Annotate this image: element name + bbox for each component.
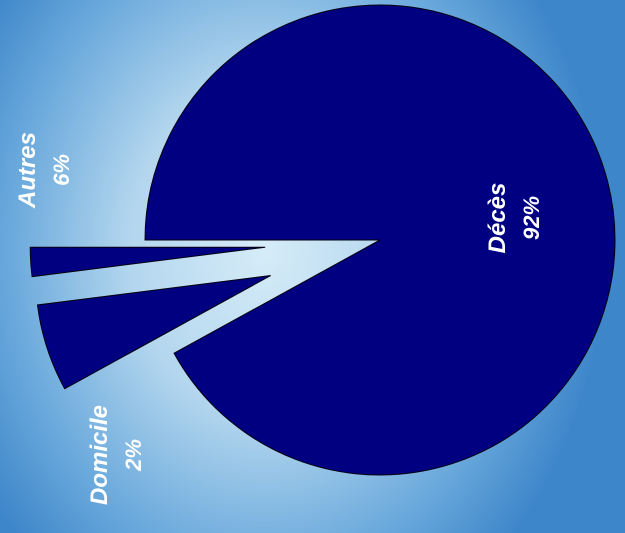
slice-label-name: Autres [14, 132, 41, 209]
pie-slices [29, 4, 616, 476]
slice-label-value: 92% [519, 196, 544, 240]
pie-labels: Décès 92% Autres 6% Domicile 2% [14, 132, 544, 505]
pie-slice-autres [36, 275, 271, 390]
pie-slice-domicile [29, 246, 266, 278]
slice-label-value: 2% [121, 439, 146, 472]
slice-label-group: Décès 92% [484, 183, 544, 254]
slice-label-group: Domicile 2% [86, 405, 146, 505]
slice-label-name: Domicile [86, 405, 113, 505]
slice-label-group: Autres 6% [14, 132, 74, 209]
slice-label-name: Décès [484, 183, 511, 254]
pie-slice-deces [144, 4, 616, 476]
slice-label-value: 6% [49, 154, 74, 186]
